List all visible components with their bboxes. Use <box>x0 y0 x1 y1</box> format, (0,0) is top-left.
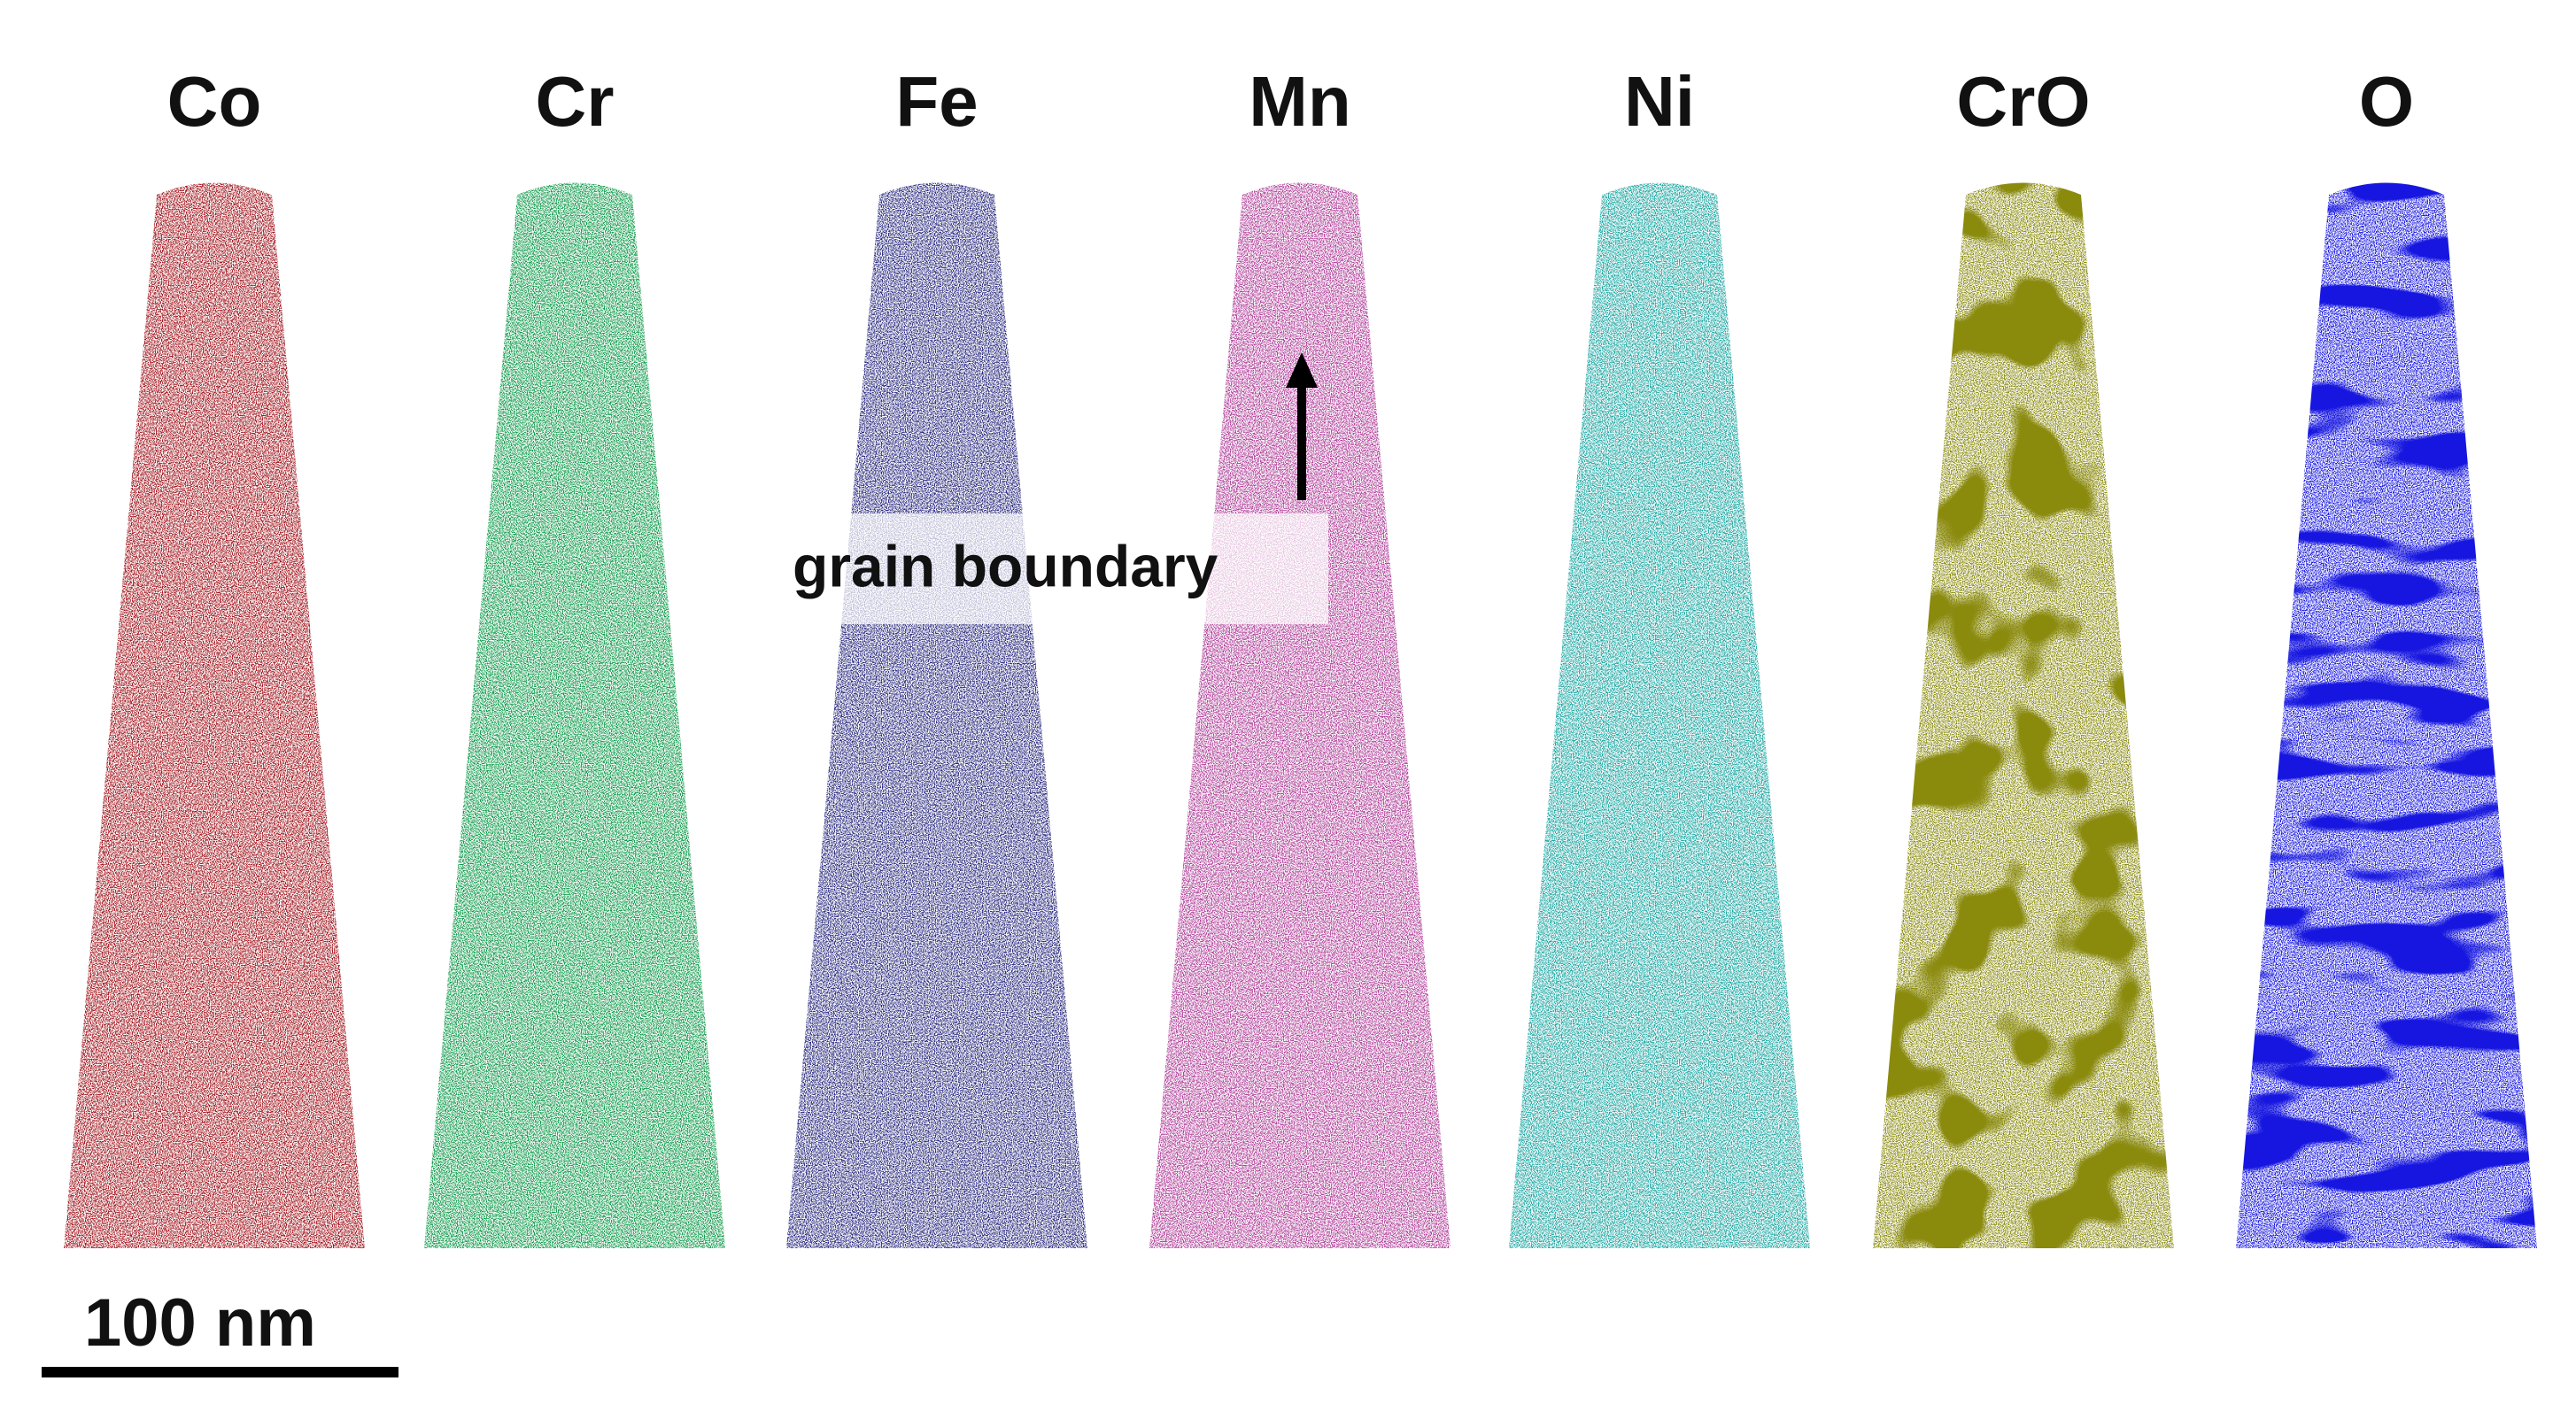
annotation-background <box>779 513 1328 624</box>
element-label: Cr <box>536 62 615 141</box>
atom-map <box>424 182 725 1248</box>
atom-map <box>1873 182 2174 1248</box>
atom-map <box>64 182 365 1248</box>
atom-map <box>786 182 1087 1248</box>
element-label: Ni <box>1624 62 1695 141</box>
atom-map <box>1509 182 1810 1248</box>
atom-map <box>1149 182 1450 1248</box>
scale-bar-label: 100 nm <box>84 1285 316 1361</box>
annotation-label: grain boundary <box>793 533 1218 598</box>
panels <box>64 182 2537 1248</box>
element-label: Mn <box>1249 62 1351 141</box>
element-label: Fe <box>895 62 978 141</box>
element-label: CrO <box>1956 62 2090 141</box>
element-label: O <box>2359 62 2414 141</box>
annotation-arrow-head <box>1286 352 1318 388</box>
element-label: Co <box>167 62 262 141</box>
atom-map <box>2236 182 2537 1248</box>
